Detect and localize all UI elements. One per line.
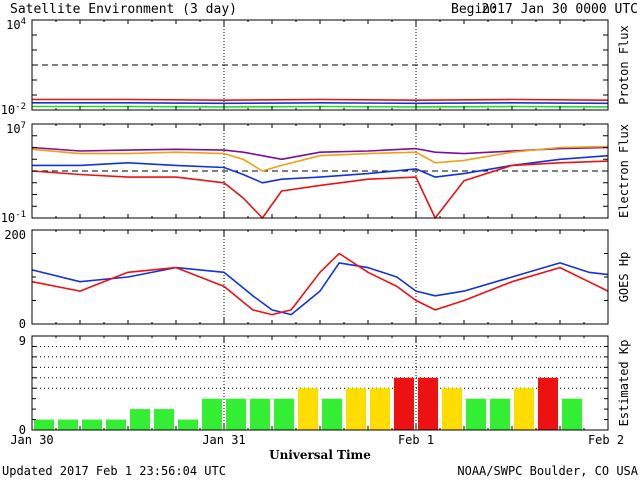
kp-bar xyxy=(130,409,150,430)
panel-electron: 107 10-1 Electron Flux xyxy=(1,121,631,225)
panel-proton: 104 10-2 Proton Flux xyxy=(1,17,631,117)
begin-value: 2017 Jan 30 0000 UTC xyxy=(481,2,638,17)
kp-bar xyxy=(394,378,414,430)
kp-bar xyxy=(82,420,102,430)
x-tick-label: Jan 31 xyxy=(202,433,245,447)
updated-timestamp: Updated 2017 Feb 1 23:56:04 UTC xyxy=(2,464,226,478)
kp-bar xyxy=(298,388,318,430)
kp-bar xyxy=(562,399,582,430)
panels: 104 10-2 Proton Flux 107 10-1 Electron Flux 20… xyxy=(1,17,631,437)
series-line-red xyxy=(32,254,608,315)
kp-bar xyxy=(370,388,390,430)
kp-bar xyxy=(274,399,294,430)
kp-bar xyxy=(466,399,486,430)
chart-title: Satellite Environment (3 day) xyxy=(10,2,237,17)
y-tick-label-top: 104 xyxy=(6,17,26,32)
panel-frame xyxy=(32,124,608,218)
y-tick-label-bottom: 10-2 xyxy=(1,102,26,117)
series-line-red xyxy=(32,161,608,218)
x-tick-label: Feb 1 xyxy=(398,433,434,447)
kp-bar xyxy=(106,420,126,430)
kp-bar xyxy=(154,409,174,430)
y-axis-label: Estimated Kp xyxy=(617,340,631,427)
kp-bar xyxy=(178,420,198,430)
series-line-blue xyxy=(32,156,608,183)
kp-bar xyxy=(514,388,534,430)
kp-bar xyxy=(442,388,462,430)
y-tick-label-top: 200 xyxy=(4,228,26,242)
kp-bar xyxy=(250,399,270,430)
kp-bar xyxy=(226,399,246,430)
kp-bar xyxy=(202,399,222,430)
x-tick-label: Jan 30 xyxy=(10,433,53,447)
x-axis-label: Universal Time xyxy=(269,448,371,462)
y-axis-label: Electron Flux xyxy=(617,124,631,218)
kp-bar xyxy=(418,378,438,430)
kp-bar xyxy=(58,420,78,430)
series-line-blue xyxy=(32,263,608,315)
panel-frame xyxy=(32,20,608,110)
panel-frame xyxy=(32,230,608,324)
series-line-red xyxy=(32,100,608,101)
y-tick-label-top: 107 xyxy=(6,121,26,136)
y-axis-label: GOES Hp xyxy=(617,252,631,303)
y-tick-label-top: 9 xyxy=(19,334,26,348)
y-tick-label-bottom: 0 xyxy=(19,317,26,331)
kp-bar xyxy=(538,378,558,430)
kp-bar xyxy=(34,420,54,430)
y-tick-label-bottom: 10-1 xyxy=(1,210,26,225)
series-line-blue xyxy=(32,103,608,104)
panel-hp: 200 0 GOES Hp xyxy=(4,228,631,331)
kp-bar xyxy=(346,388,366,430)
y-axis-label: Proton Flux xyxy=(617,25,631,104)
kp-bar xyxy=(322,399,342,430)
kp-bar xyxy=(490,399,510,430)
credit-text: NOAA/SWPC Boulder, CO USA xyxy=(457,464,638,478)
x-tick-label: Feb 2 xyxy=(588,433,624,447)
